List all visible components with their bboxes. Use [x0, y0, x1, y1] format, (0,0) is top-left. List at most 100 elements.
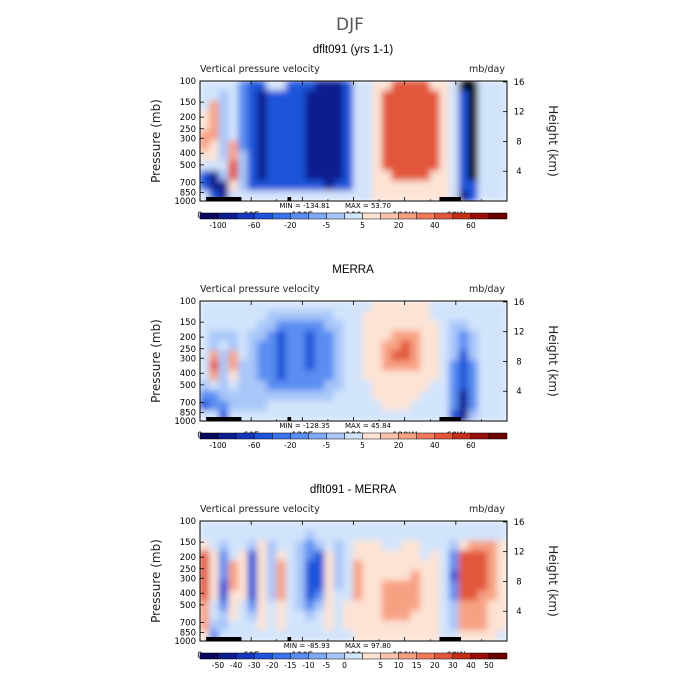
field-cell	[314, 100, 326, 112]
field-cell	[487, 620, 498, 632]
field-cell	[285, 340, 297, 352]
field-cell	[228, 521, 239, 532]
field-cell	[237, 530, 249, 542]
field-cell	[276, 340, 287, 352]
field-cell	[362, 180, 374, 192]
field-cell	[247, 550, 259, 562]
field-cell	[295, 540, 307, 552]
field-cell	[487, 550, 498, 562]
field-cell	[276, 170, 287, 182]
field-cell	[209, 521, 220, 532]
field-cell	[381, 620, 393, 632]
field-cell	[333, 570, 345, 582]
colorbar-swatch	[235, 652, 255, 660]
field-cell	[343, 560, 354, 572]
field-cell	[429, 550, 441, 562]
units-label: mb/day	[469, 64, 505, 75]
colorbar-swatch	[488, 212, 508, 220]
field-cell	[257, 620, 268, 632]
field-cell	[410, 400, 422, 412]
field-cell	[391, 400, 402, 412]
field-cell	[276, 580, 287, 592]
field-cell	[228, 100, 239, 112]
field-cell	[218, 530, 230, 542]
field-cell	[391, 330, 402, 342]
field-cell	[362, 550, 374, 562]
field-cell	[391, 410, 402, 421]
field-cell	[266, 160, 278, 172]
field-cell	[314, 140, 326, 152]
field-cell	[200, 330, 211, 342]
field-cell	[209, 350, 220, 362]
field-cell	[372, 370, 383, 382]
field-cell	[487, 390, 498, 402]
field-cell	[477, 610, 489, 622]
field-cell	[420, 140, 431, 152]
field-cell	[381, 120, 393, 132]
field-cell	[372, 610, 383, 622]
topography	[226, 637, 242, 641]
panel-2: MERRA Vertical pressure velocity mb/day 100…	[149, 264, 560, 450]
field-cell	[353, 530, 364, 542]
field-cell	[477, 81, 489, 92]
field-cell	[429, 570, 441, 582]
field-cell	[218, 150, 230, 162]
field-cell	[257, 360, 268, 372]
field-cell	[218, 120, 230, 132]
field-cell	[285, 170, 297, 182]
field-cell	[200, 600, 211, 612]
field-cell	[343, 170, 354, 182]
colorbar-label: -10	[302, 661, 314, 670]
field-cell	[353, 170, 364, 182]
field-cell	[218, 560, 230, 572]
field-cell	[429, 521, 441, 532]
field-cell	[448, 170, 460, 182]
height-tick-label: 4	[516, 607, 521, 617]
field-cell	[362, 540, 374, 552]
colorbar-label: -20	[284, 441, 296, 450]
field-cell	[496, 140, 507, 152]
field-cell	[209, 170, 220, 182]
field-cell	[391, 630, 402, 641]
field-cell	[218, 540, 230, 552]
field-cell	[496, 350, 507, 362]
field-cell	[391, 170, 402, 182]
field-cell	[305, 400, 316, 412]
field-cell	[228, 530, 239, 542]
field-cell	[400, 170, 412, 182]
field-cell	[257, 90, 268, 102]
field-cell	[458, 130, 470, 142]
field-cell	[285, 350, 297, 362]
field-cell	[429, 630, 441, 641]
field-cell	[305, 150, 316, 162]
field-cell	[314, 580, 326, 592]
field-cell	[228, 81, 239, 92]
field-cell	[247, 190, 259, 201]
field-cell	[324, 310, 335, 322]
field-cell	[314, 600, 326, 612]
field-cell	[324, 590, 335, 602]
field-cell	[257, 600, 268, 612]
field-cell	[247, 140, 259, 152]
field-cell	[381, 580, 393, 592]
field-cell	[314, 360, 326, 372]
field-cell	[372, 110, 383, 122]
field-cell	[410, 90, 422, 102]
field-cell	[477, 150, 489, 162]
field-cell	[333, 360, 345, 372]
field-cell	[487, 610, 498, 622]
topography	[287, 417, 292, 421]
pressure-tick-label: 700	[180, 398, 196, 408]
field-cell	[400, 90, 412, 102]
field-cell	[276, 390, 287, 402]
field-cell	[487, 370, 498, 382]
field-cell	[400, 310, 412, 322]
field-cell	[295, 360, 307, 372]
field-cell	[247, 410, 259, 421]
field-cell	[420, 370, 431, 382]
field-cell	[333, 590, 345, 602]
field-cell	[276, 150, 287, 162]
field-cell	[285, 610, 297, 622]
colorbar-swatch	[488, 652, 508, 660]
field-cell	[266, 110, 278, 122]
